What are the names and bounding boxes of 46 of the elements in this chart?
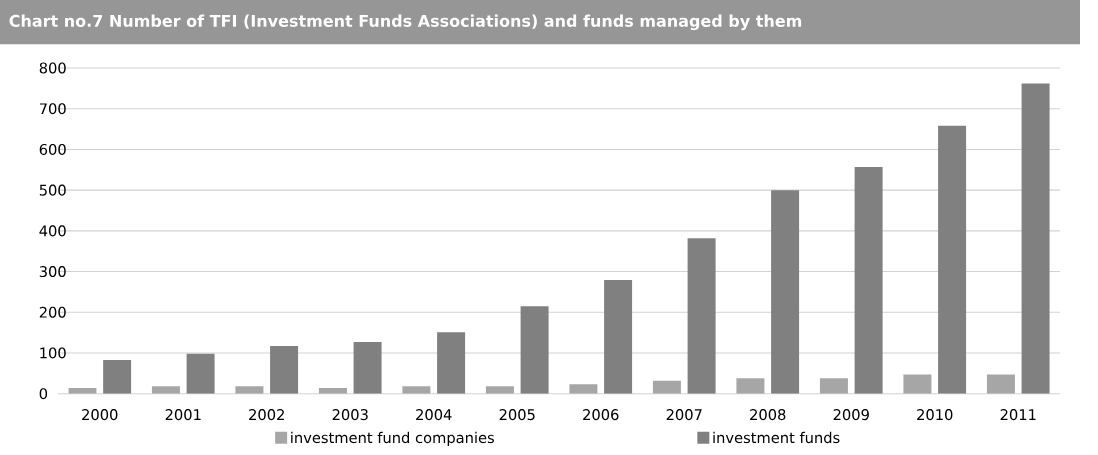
bar	[485, 386, 514, 394]
bar	[819, 378, 848, 394]
y-tick-label: 800	[39, 62, 66, 74]
bar	[604, 280, 633, 394]
bar	[437, 332, 466, 394]
x-tick-label: 2010	[917, 409, 953, 421]
bar	[903, 374, 932, 394]
x-tick-label: 2007	[666, 409, 702, 421]
x-tick-label: 2006	[583, 409, 619, 421]
x-tick-label: 2005	[499, 409, 535, 421]
legend-label: investment funds	[713, 431, 840, 444]
bar	[270, 346, 299, 394]
y-tick-label: 500	[39, 184, 66, 196]
y-tick-label: 100	[40, 347, 66, 359]
bar	[402, 386, 431, 394]
bar	[1021, 83, 1050, 394]
bar	[235, 386, 264, 394]
y-tick-label: 400	[39, 225, 66, 237]
bar	[520, 306, 549, 394]
x-tick-label: 2003	[332, 409, 368, 421]
x-tick-label: 2008	[750, 409, 786, 421]
bar	[938, 125, 967, 394]
x-tick-label: 2004	[416, 409, 452, 421]
bar	[103, 359, 132, 394]
x-tick-label: 2002	[249, 409, 284, 421]
bar	[652, 380, 681, 394]
bar	[736, 378, 765, 394]
y-tick-label: 700	[39, 103, 66, 115]
bar	[687, 238, 716, 394]
bar	[986, 374, 1015, 394]
x-tick-label: 2011	[1000, 409, 1036, 421]
y-tick-label: 200	[39, 306, 66, 318]
x-tick-label: 2000	[82, 409, 118, 421]
x-tick-label: 2001	[165, 409, 201, 421]
bar	[569, 384, 598, 394]
bar	[854, 166, 883, 394]
chart-title: Chart no.7 Number of TFI (Investment Funds Associations) and funds managed by them	[9, 14, 802, 31]
bar	[186, 353, 215, 394]
bar	[771, 190, 800, 394]
y-tick-label: 0	[39, 388, 48, 400]
bar	[353, 341, 382, 394]
x-tick-label: 2009	[833, 409, 869, 421]
y-tick-label: 300	[39, 266, 66, 278]
y-tick-label: 600	[39, 143, 66, 155]
legend-label: investment fund companies	[291, 431, 494, 447]
bar	[151, 386, 180, 394]
